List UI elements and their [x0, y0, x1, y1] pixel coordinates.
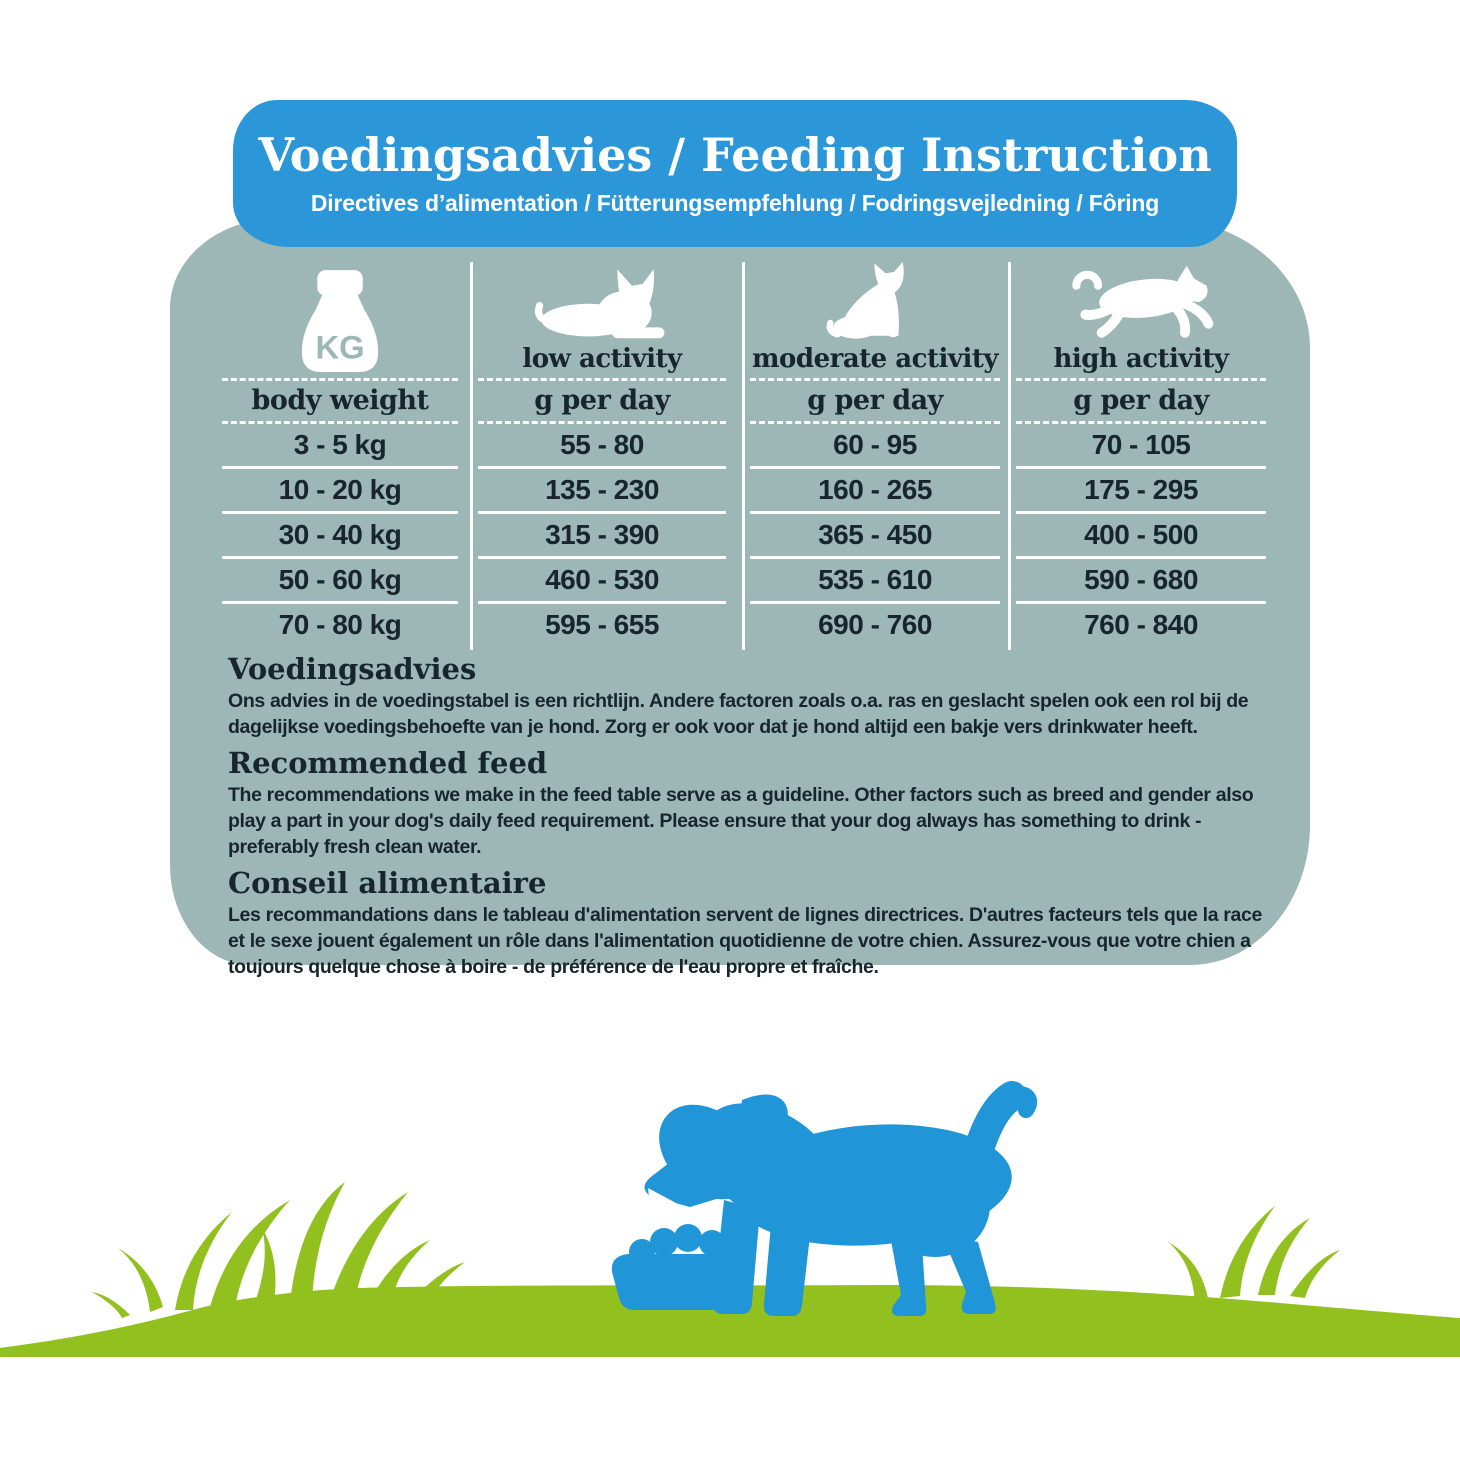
table-cell: 70 - 80 kg — [278, 609, 402, 640]
table-cell: 535 - 610 — [750, 559, 1000, 604]
column-low-activity: low activity g per day 55 - 80 135 - 230… — [478, 262, 726, 649]
column-body-weight: KG body weight 3 - 5 kg 10 - 20 kg 30 - … — [222, 262, 458, 649]
table-cell: 50 - 60 kg — [222, 559, 458, 604]
dashed-separator — [222, 378, 458, 381]
table-cell: 690 - 760 — [818, 609, 932, 640]
dashed-separator — [1016, 421, 1266, 424]
table-cell: 10 - 20 kg — [222, 469, 458, 514]
bottom-scene — [0, 1081, 1460, 1357]
dog-illustration — [644, 1081, 1038, 1316]
header-banner: Voedingsadvies / Feeding Instruction Dir… — [233, 100, 1237, 247]
table-cell: 315 - 390 — [478, 514, 726, 559]
weight-icon-label: KG — [315, 328, 364, 365]
column-activity-label: high activity — [1053, 344, 1229, 374]
dashed-separator — [1016, 378, 1266, 381]
table-cell: 365 - 450 — [750, 514, 1000, 559]
note-heading: Recommended feed — [228, 746, 548, 780]
table-cell: 70 - 105 — [1016, 424, 1266, 469]
note-section-dutch: Voedingsadvies Ons advies in de voedings… — [228, 652, 1276, 740]
table-cell: 400 - 500 — [1016, 514, 1266, 559]
grass-hill — [0, 1182, 1460, 1357]
table-cell: 590 - 680 — [1016, 559, 1266, 604]
dashed-separator — [222, 421, 458, 424]
table-cell: 135 - 230 — [478, 469, 726, 514]
dashed-separator — [750, 378, 1000, 381]
column-unit-label: g per day — [1073, 385, 1209, 416]
notes-block: Voedingsadvies Ons advies in de voedings… — [228, 652, 1276, 986]
weight-kg-icon: KG — [301, 270, 379, 372]
note-heading: Voedingsadvies — [228, 652, 477, 686]
dashed-separator — [750, 421, 1000, 424]
column-unit-label: body weight — [251, 385, 429, 416]
note-body: Ons advies in de voedingstabel is een ri… — [228, 690, 1249, 738]
header-subtitle: Directives d’alimentation / Fütterungsem… — [310, 190, 1160, 216]
column-divider — [470, 262, 473, 650]
note-body: Les recommandations dans le tableau d'al… — [228, 904, 1262, 978]
note-section-french: Conseil alimentaire Les recommandations … — [228, 866, 1276, 980]
sitting-dog-icon — [826, 262, 904, 339]
column-high-activity: high activity g per day 70 - 105 175 - 2… — [1016, 262, 1266, 649]
header-title: Voedingsadvies / Feeding Instruction — [258, 128, 1212, 182]
table-cell: 30 - 40 kg — [222, 514, 458, 559]
column-moderate-activity: moderate activity g per day 60 - 95 160 … — [750, 262, 1000, 649]
table-cell: 3 - 5 kg — [222, 424, 458, 469]
column-divider — [742, 262, 745, 650]
feeding-table-panel: KG body weight 3 - 5 kg 10 - 20 kg 30 - … — [170, 218, 1310, 978]
column-activity-label: low activity — [522, 344, 682, 374]
column-unit-label: g per day — [807, 385, 943, 416]
column-activity-label: moderate activity — [752, 344, 998, 374]
note-heading: Conseil alimentaire — [228, 866, 547, 900]
table-cell: 760 - 840 — [1084, 609, 1198, 640]
running-dog-icon — [1071, 265, 1213, 338]
grass-tuft-left — [92, 1182, 465, 1318]
table-cell: 595 - 655 — [545, 609, 659, 640]
note-section-english: Recommended feed The recommendations we … — [228, 746, 1276, 860]
dog-tail — [955, 1081, 1038, 1195]
table-cell: 55 - 80 — [478, 424, 726, 469]
table-cell: 160 - 265 — [750, 469, 1000, 514]
lying-dog-icon — [534, 269, 665, 339]
table-cell: 175 - 295 — [1016, 469, 1266, 514]
column-divider — [1008, 262, 1011, 650]
dashed-separator — [478, 421, 726, 424]
column-unit-label: g per day — [534, 385, 670, 416]
table-cell: 60 - 95 — [750, 424, 1000, 469]
note-body: The recommendations we make in the feed … — [228, 784, 1254, 858]
dashed-separator — [478, 378, 726, 381]
grass-tuft-right — [1168, 1206, 1340, 1302]
table-cell: 460 - 530 — [478, 559, 726, 604]
